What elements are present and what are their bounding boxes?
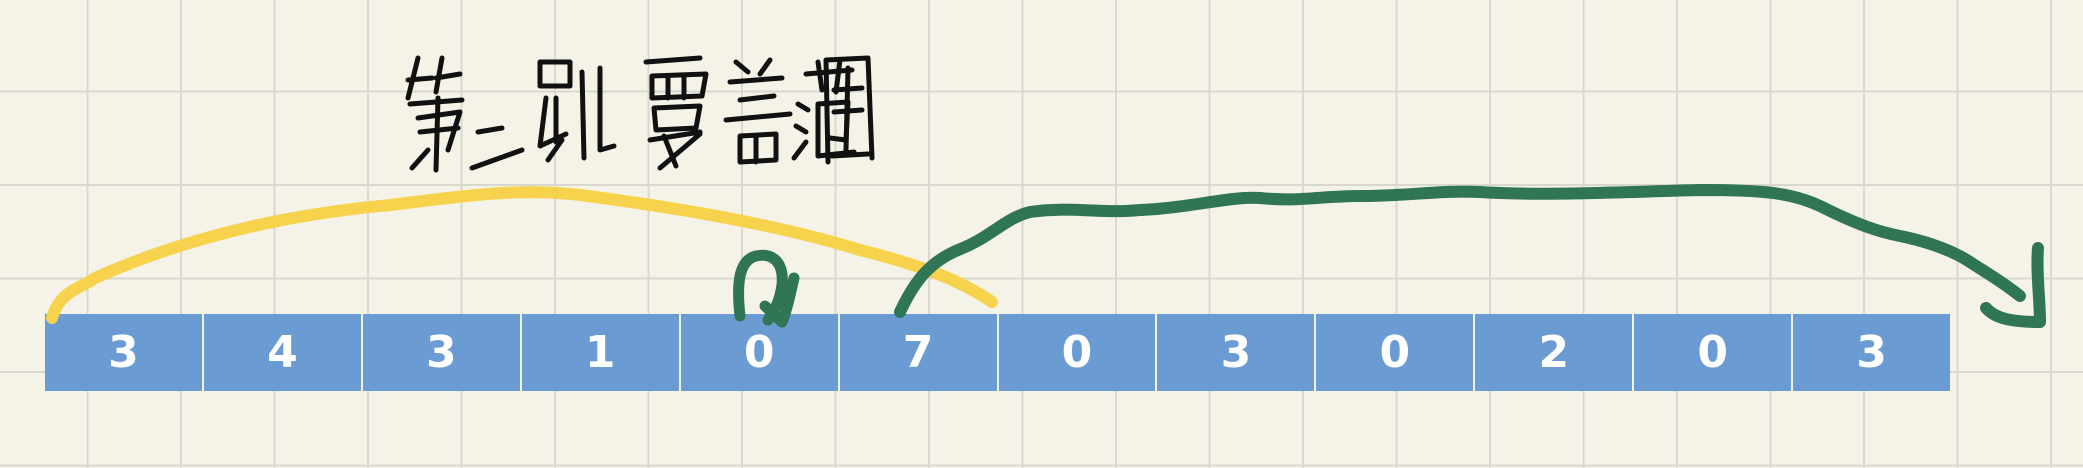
array-cell: 1 (521, 314, 681, 391)
handwritten-title (405, 55, 875, 173)
zero-jump-loop (733, 249, 800, 328)
array-cell: 0 (1316, 314, 1476, 391)
array-cell: 3 (1793, 314, 1951, 391)
array-cell: 2 (1475, 314, 1635, 391)
array-cell: 3 (1157, 314, 1317, 391)
arrow-head (1980, 242, 2046, 328)
array-cell: 0 (680, 314, 840, 391)
array-cell: 3 (45, 314, 204, 391)
array-cell: 7 (839, 314, 999, 391)
first-jump-arc (46, 186, 998, 324)
array-cell: 3 (362, 314, 522, 391)
array-cell: 0 (1634, 314, 1794, 391)
array-cell: 4 (203, 314, 363, 391)
second-jump-arrow (894, 184, 2026, 318)
array-cell: 0 (998, 314, 1158, 391)
